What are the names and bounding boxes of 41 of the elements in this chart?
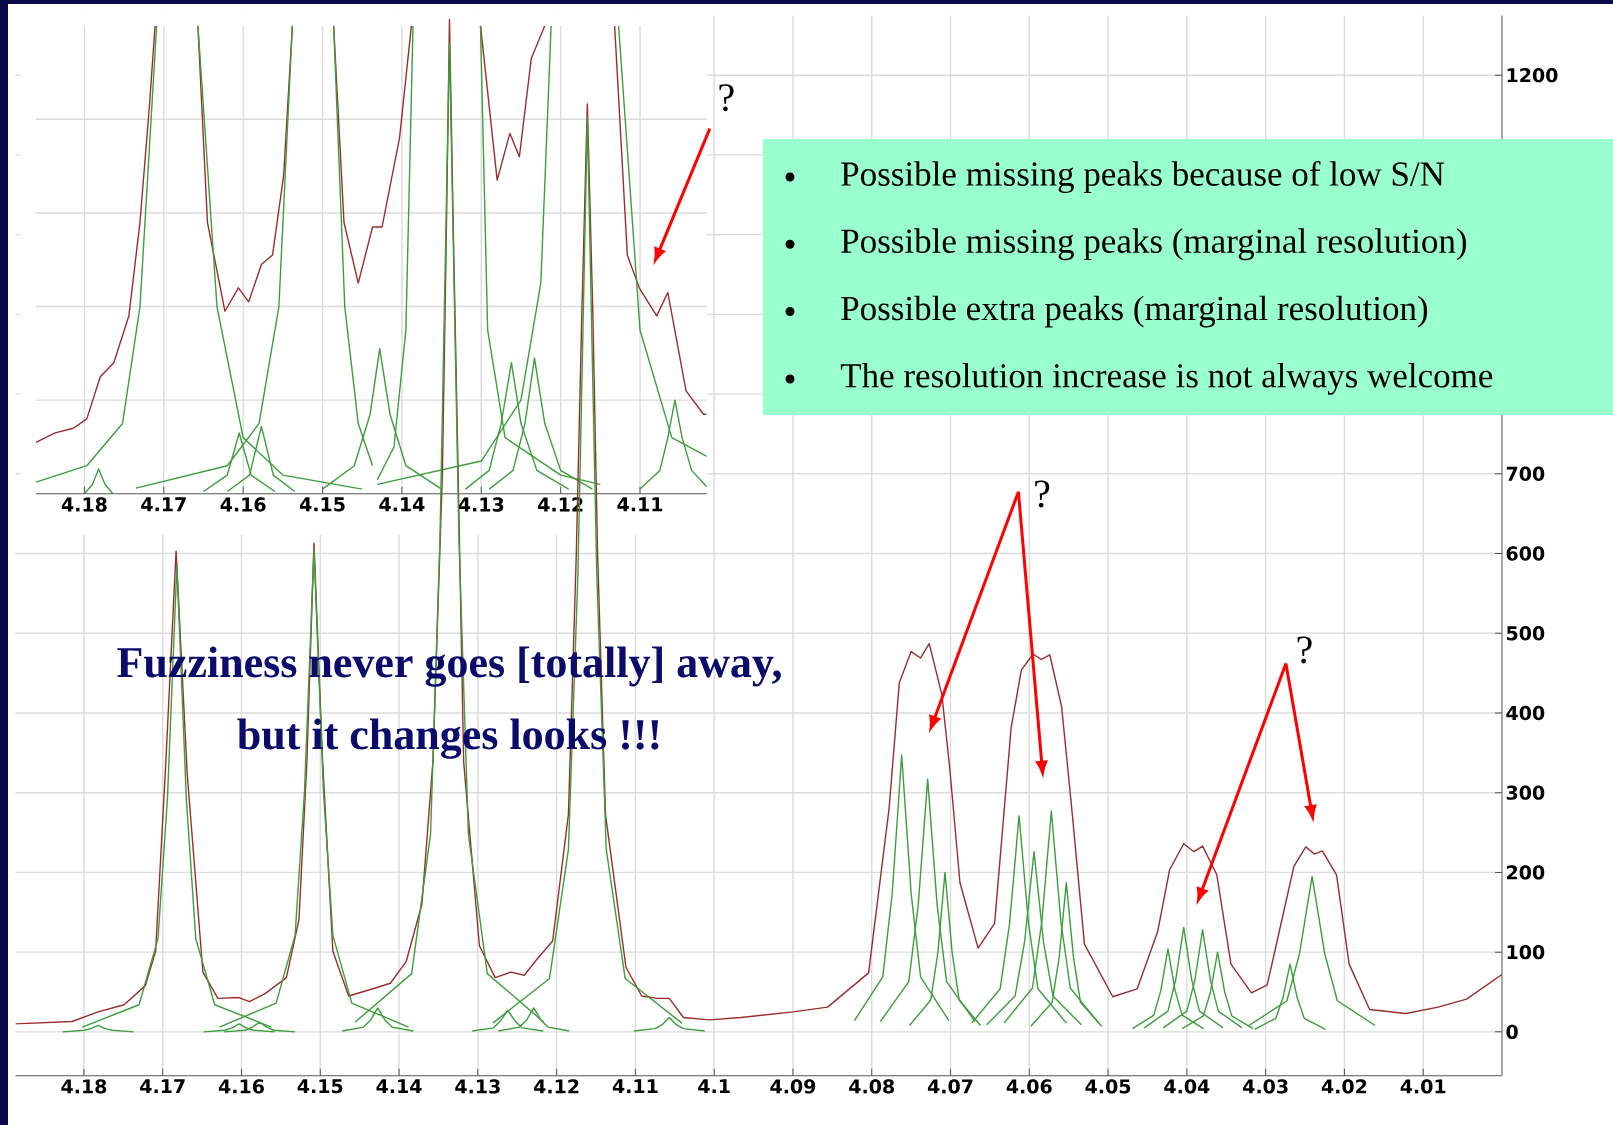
x-tick-label: 4.08	[849, 1079, 895, 1094]
annotation: ?	[719, 84, 734, 112]
x-tick-label: 4.05	[1085, 1079, 1131, 1094]
y-tick-label: 400	[1506, 705, 1545, 721]
annotation: ?	[1035, 480, 1050, 508]
x-tick-label: 4.16	[220, 497, 266, 512]
x-tick-label: 4.07	[927, 1079, 973, 1094]
y-tick-label: 500	[1506, 626, 1545, 641]
annotation: Possible missing peaks (marginal resolution)	[841, 228, 1467, 261]
annotation: The resolution increase is not always welcome	[840, 362, 1493, 395]
y-tick-label: 300	[1506, 785, 1545, 800]
x-tick-label: 4.16	[218, 1079, 264, 1094]
x-tick-label: 4.04	[1164, 1079, 1210, 1094]
x-tick-label: 4.17	[140, 1079, 185, 1094]
x-tick-label: 4.13	[455, 1079, 500, 1094]
x-tick-label: 4.03	[1243, 1079, 1288, 1094]
x-tick-label: 4.17	[141, 497, 186, 512]
x-tick-label: 4.11	[612, 1079, 658, 1094]
x-tick-label: 4.18	[61, 497, 107, 512]
x-tick-label: 4.06	[1006, 1079, 1052, 1094]
y-tick-label: 1200	[1507, 68, 1558, 83]
x-tick-label: 4.11	[617, 497, 663, 512]
x-tick-label: 4.1	[698, 1079, 730, 1094]
x-tick-label: 4.15	[299, 497, 345, 512]
x-tick-label: 4.15	[297, 1079, 343, 1094]
x-tick-label: 4.12	[534, 1079, 579, 1094]
y-tick-label: 0	[1506, 1024, 1518, 1040]
annotation: Possible extra peaks (marginal resolution)	[841, 295, 1428, 328]
x-tick-label: 4.09	[770, 1079, 816, 1094]
x-tick-label: 4.14	[376, 1079, 422, 1094]
y-tick-label: 700	[1506, 466, 1545, 481]
y-tick-label: 600	[1506, 546, 1545, 561]
x-tick-label: 4.14	[379, 497, 425, 512]
x-tick-label: 4.02	[1321, 1079, 1367, 1094]
y-tick-label: 100	[1507, 944, 1545, 960]
annotation: ?	[1297, 636, 1312, 664]
x-tick-label: 4.01	[1400, 1079, 1446, 1094]
x-tick-label: 4.18	[61, 1079, 107, 1094]
y-tick-label: 200	[1507, 865, 1545, 880]
annotation: Possible missing peaks because of low S/N	[841, 160, 1445, 194]
x-tick-label: 4.13	[458, 497, 504, 512]
